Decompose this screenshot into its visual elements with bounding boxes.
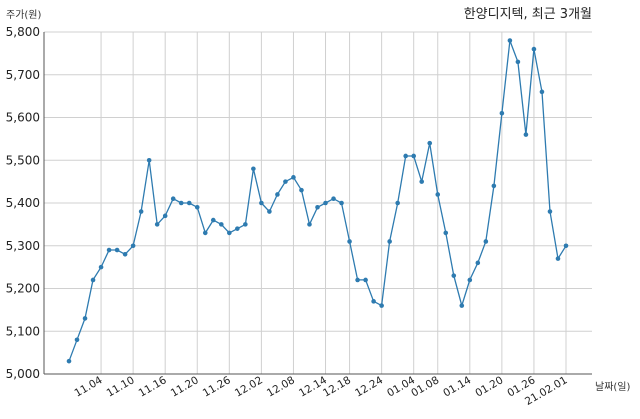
price-point (379, 303, 384, 308)
price-point (162, 213, 168, 219)
price-point (451, 273, 457, 278)
price-point (202, 230, 208, 236)
price-point (555, 256, 561, 261)
price-series (66, 38, 569, 364)
x-tick-label: 12.18 (321, 374, 353, 399)
price-point (307, 222, 312, 227)
price-point (194, 204, 200, 210)
y-tick-label: 5,700 (6, 68, 40, 82)
y-tick-label: 5,200 (6, 282, 40, 296)
x-tick-label: 11.04 (73, 374, 105, 400)
price-point (98, 264, 104, 270)
price-point (138, 209, 144, 214)
y-tick-labels: 5,000 5,100 5,200 5,300 5,400 5,500 5,600 5,700… (6, 25, 40, 381)
price-point (323, 200, 328, 206)
price-line (68, 40, 567, 362)
price-point (459, 303, 465, 308)
price-point (267, 209, 272, 214)
y-tick-label: 5,000 (6, 367, 40, 381)
price-point (178, 200, 184, 206)
price-point (243, 222, 248, 227)
price-point (130, 243, 136, 249)
price-point (427, 140, 433, 146)
price-point (539, 89, 545, 95)
x-tick-label: 11.20 (169, 374, 201, 399)
y-tick-label: 5,600 (6, 111, 40, 125)
price-point (467, 277, 473, 283)
price-point (146, 157, 152, 163)
y-tick-label: 5,400 (6, 196, 40, 210)
price-point (355, 277, 360, 283)
price-point (403, 153, 408, 159)
price-point (299, 187, 304, 193)
price-point (339, 200, 344, 206)
axes (43, 32, 592, 375)
price-point (563, 243, 569, 249)
price-point (66, 358, 72, 364)
price-point (275, 192, 280, 197)
x-tick-label: 11.10 (105, 374, 137, 399)
price-point (395, 200, 400, 206)
price-point (523, 132, 529, 137)
price-point (114, 247, 120, 253)
x-tick-label: 11.26 (201, 374, 233, 400)
price-point (411, 153, 416, 159)
price-point (347, 239, 352, 244)
price-point (170, 196, 176, 202)
price-point (507, 38, 513, 43)
price-point (106, 247, 112, 253)
price-point (491, 183, 497, 189)
price-point (90, 277, 96, 283)
x-tick-label: 01.08 (409, 374, 441, 399)
x-tick-label: 12.24 (353, 374, 385, 400)
price-point (122, 252, 128, 257)
price-point (363, 277, 368, 283)
grid-lines (44, 31, 592, 375)
price-point (283, 179, 288, 184)
price-point (531, 46, 537, 52)
y-tick-label: 5,800 (6, 25, 40, 39)
x-tick-labels: 11.04 11.10 11.16 11.20 11.26 12.02 12.08 12.14… (73, 374, 570, 408)
price-point (291, 175, 296, 180)
x-tick-label: 01.14 (441, 374, 473, 400)
x-tick-label: 12.08 (265, 374, 297, 399)
price-point (387, 239, 392, 244)
x-tick-label: 12.02 (233, 374, 265, 399)
price-point (435, 192, 441, 197)
price-point (419, 179, 425, 184)
y-tick-label: 5,100 (6, 324, 40, 338)
price-point (515, 59, 521, 65)
chart-title: 한양디지텍, 최근 3개월 (464, 7, 592, 22)
price-point (210, 217, 216, 223)
price-point (315, 204, 320, 210)
y-tick-label: 5,300 (6, 239, 40, 253)
price-point (227, 230, 232, 236)
price-point (251, 166, 256, 172)
price-point (154, 222, 160, 227)
price-point (499, 110, 505, 116)
x-tick-label: 01.20 (473, 374, 505, 399)
price-point (82, 316, 88, 321)
price-point (547, 209, 553, 214)
price-point (74, 337, 80, 343)
y-tick-label: 5,500 (6, 153, 40, 167)
y-axis-label: 주가(원) (6, 9, 42, 21)
price-point (483, 239, 489, 244)
price-point (371, 299, 376, 304)
price-point (259, 200, 264, 206)
price-point (475, 260, 481, 266)
x-axis-label: 날짜(일) (595, 381, 631, 393)
price-point (443, 230, 449, 236)
x-tick-label: 11.16 (137, 374, 169, 400)
price-point (331, 196, 336, 202)
price-point (186, 200, 192, 206)
price-point (219, 222, 224, 227)
price-point (235, 226, 240, 231)
